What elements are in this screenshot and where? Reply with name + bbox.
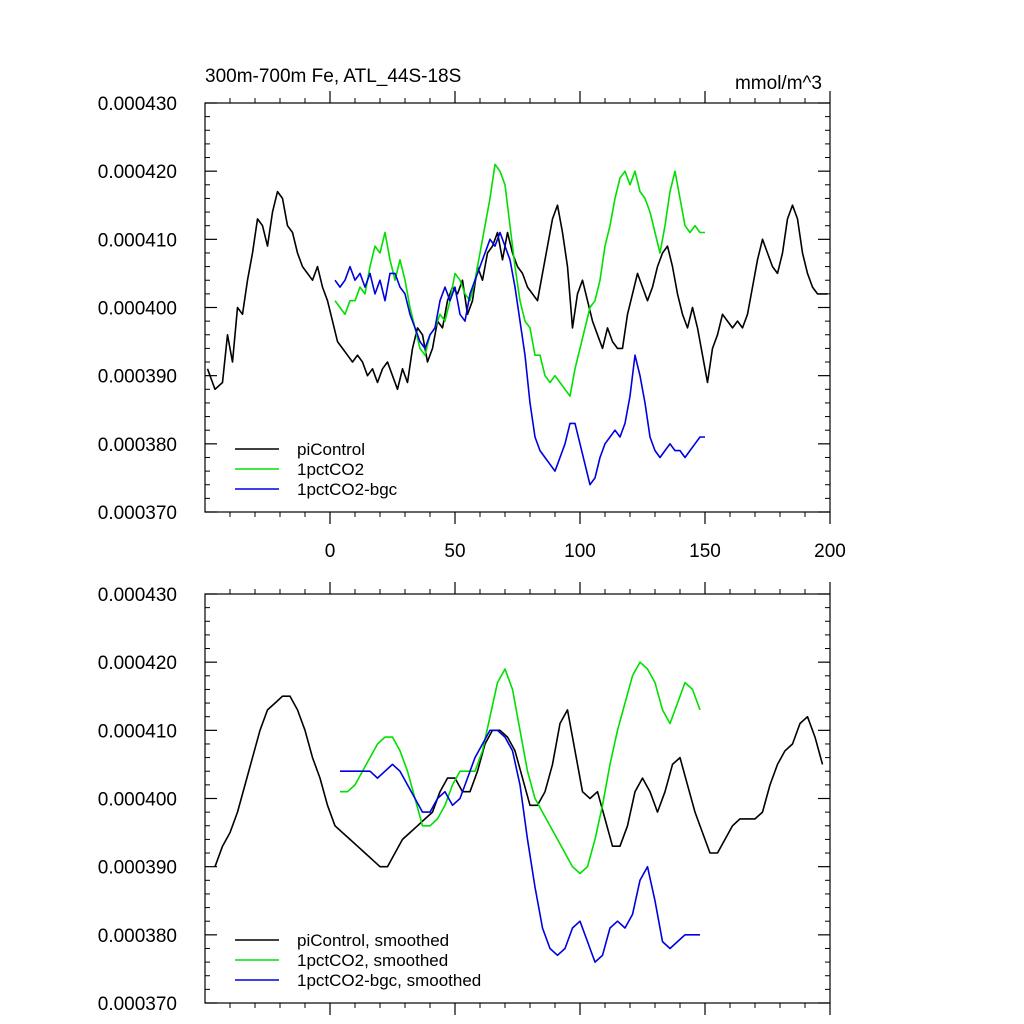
chart-panel-2: 0.000370 0.000380 0.000390 0.000400 0.000410… [98,582,831,1015]
x-tick-label: 200 [814,541,846,562]
series-line-3 [340,729,700,963]
y-tick-label: 0.000370 [98,994,177,1015]
chart-title: 300m-700m Fe, ATL_44S-18S [205,66,461,87]
y-tick-label: 0.000400 [98,299,177,320]
x-tick-label: 100 [564,541,596,562]
y-tick-label: 0.000400 [98,790,177,811]
chart-panel-1: 0.000370 0.000380 0.000390 0.000400 0.000410… [98,66,846,562]
series-line-2 [334,163,705,397]
series-line-2 [340,661,701,875]
legend-entry: piControl [297,440,365,459]
series-line-1 [214,695,824,868]
y-tick-label: 0.000410 [98,721,177,742]
y-tick-label: 0.000380 [98,435,177,456]
legend-entry: 1pctCO2 [297,460,364,479]
legend-entry: 1pctCO2, smoothed [297,951,448,970]
y-tick-label: 0.000420 [98,653,177,674]
legend-entry: piControl, smoothed [297,931,449,950]
x-tick-label: 0 [325,541,336,562]
x-tick-label: 50 [444,541,465,562]
units-label: mmol/m^3 [735,73,822,94]
y-tick-label: 0.000370 [98,503,177,524]
y-tick-label: 0.000380 [98,926,177,947]
y-tick-label: 0.000390 [98,367,177,388]
y-tick-label: 0.000420 [98,162,177,183]
y-tick-label: 0.000410 [98,230,177,251]
legend-entry: 1pctCO2-bgc [297,480,398,499]
legend-entry: 1pctCO2-bgc, smoothed [297,971,481,990]
series-line-3 [334,231,705,486]
y-tick-label: 0.000430 [98,94,177,115]
y-tick-label: 0.000390 [98,858,177,879]
x-tick-label: 150 [689,541,721,562]
series-line-1 [206,190,828,391]
y-tick-label: 0.000430 [98,585,177,606]
